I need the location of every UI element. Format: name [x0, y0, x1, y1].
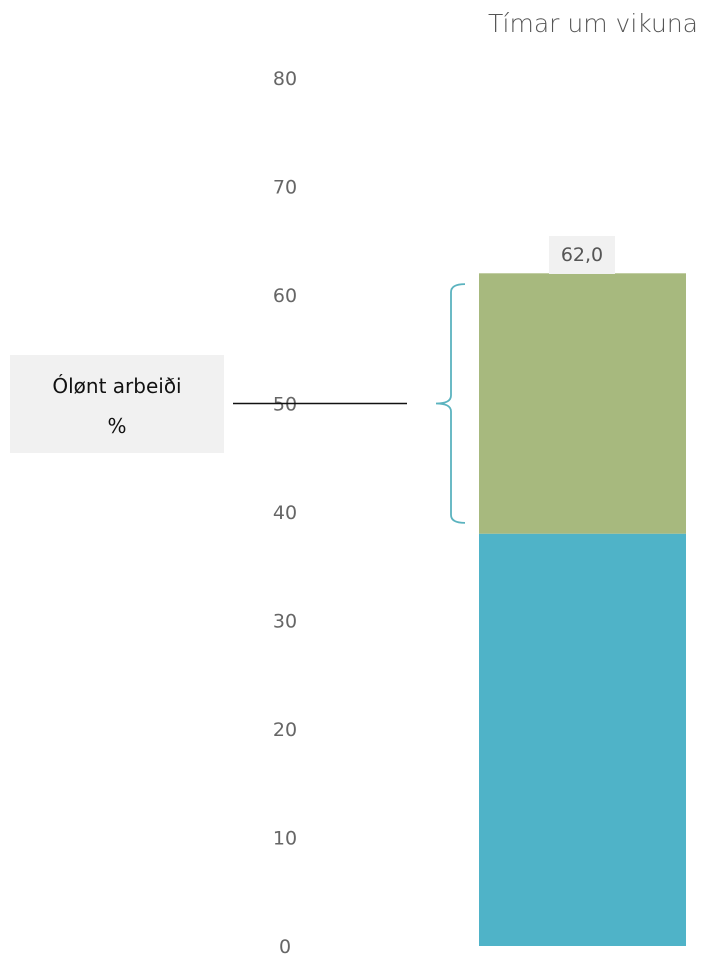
y-tick-label: 10 [273, 828, 297, 850]
total-label-background [549, 236, 615, 274]
y-tick-label: 0 [279, 936, 291, 958]
y-tick-label: 70 [273, 177, 297, 199]
total-data-label: 62,0 [561, 244, 603, 266]
bar-segment-2 [479, 273, 686, 534]
annotation-box [10, 355, 224, 453]
y-tick-label: 50 [273, 394, 297, 416]
annotation-bracket [435, 283, 466, 524]
y-axis: 0 10 20 30 40 50 60 70 80 [273, 68, 297, 958]
annotation: Ólønt arbeiði % [10, 283, 466, 524]
annotation-text-line-1: Ólønt arbeiði [52, 374, 181, 398]
chart-title: Tímar um vikuna [488, 9, 698, 38]
y-tick-label: 30 [273, 611, 297, 633]
y-tick-label: 40 [273, 502, 297, 524]
y-tick-label: 80 [273, 68, 297, 90]
bar-stack [479, 273, 686, 946]
y-tick-label: 20 [273, 719, 297, 741]
bar-segment-1 [479, 533, 686, 946]
annotation-text-line-2: % [107, 414, 126, 438]
y-tick-label: 60 [273, 285, 297, 307]
